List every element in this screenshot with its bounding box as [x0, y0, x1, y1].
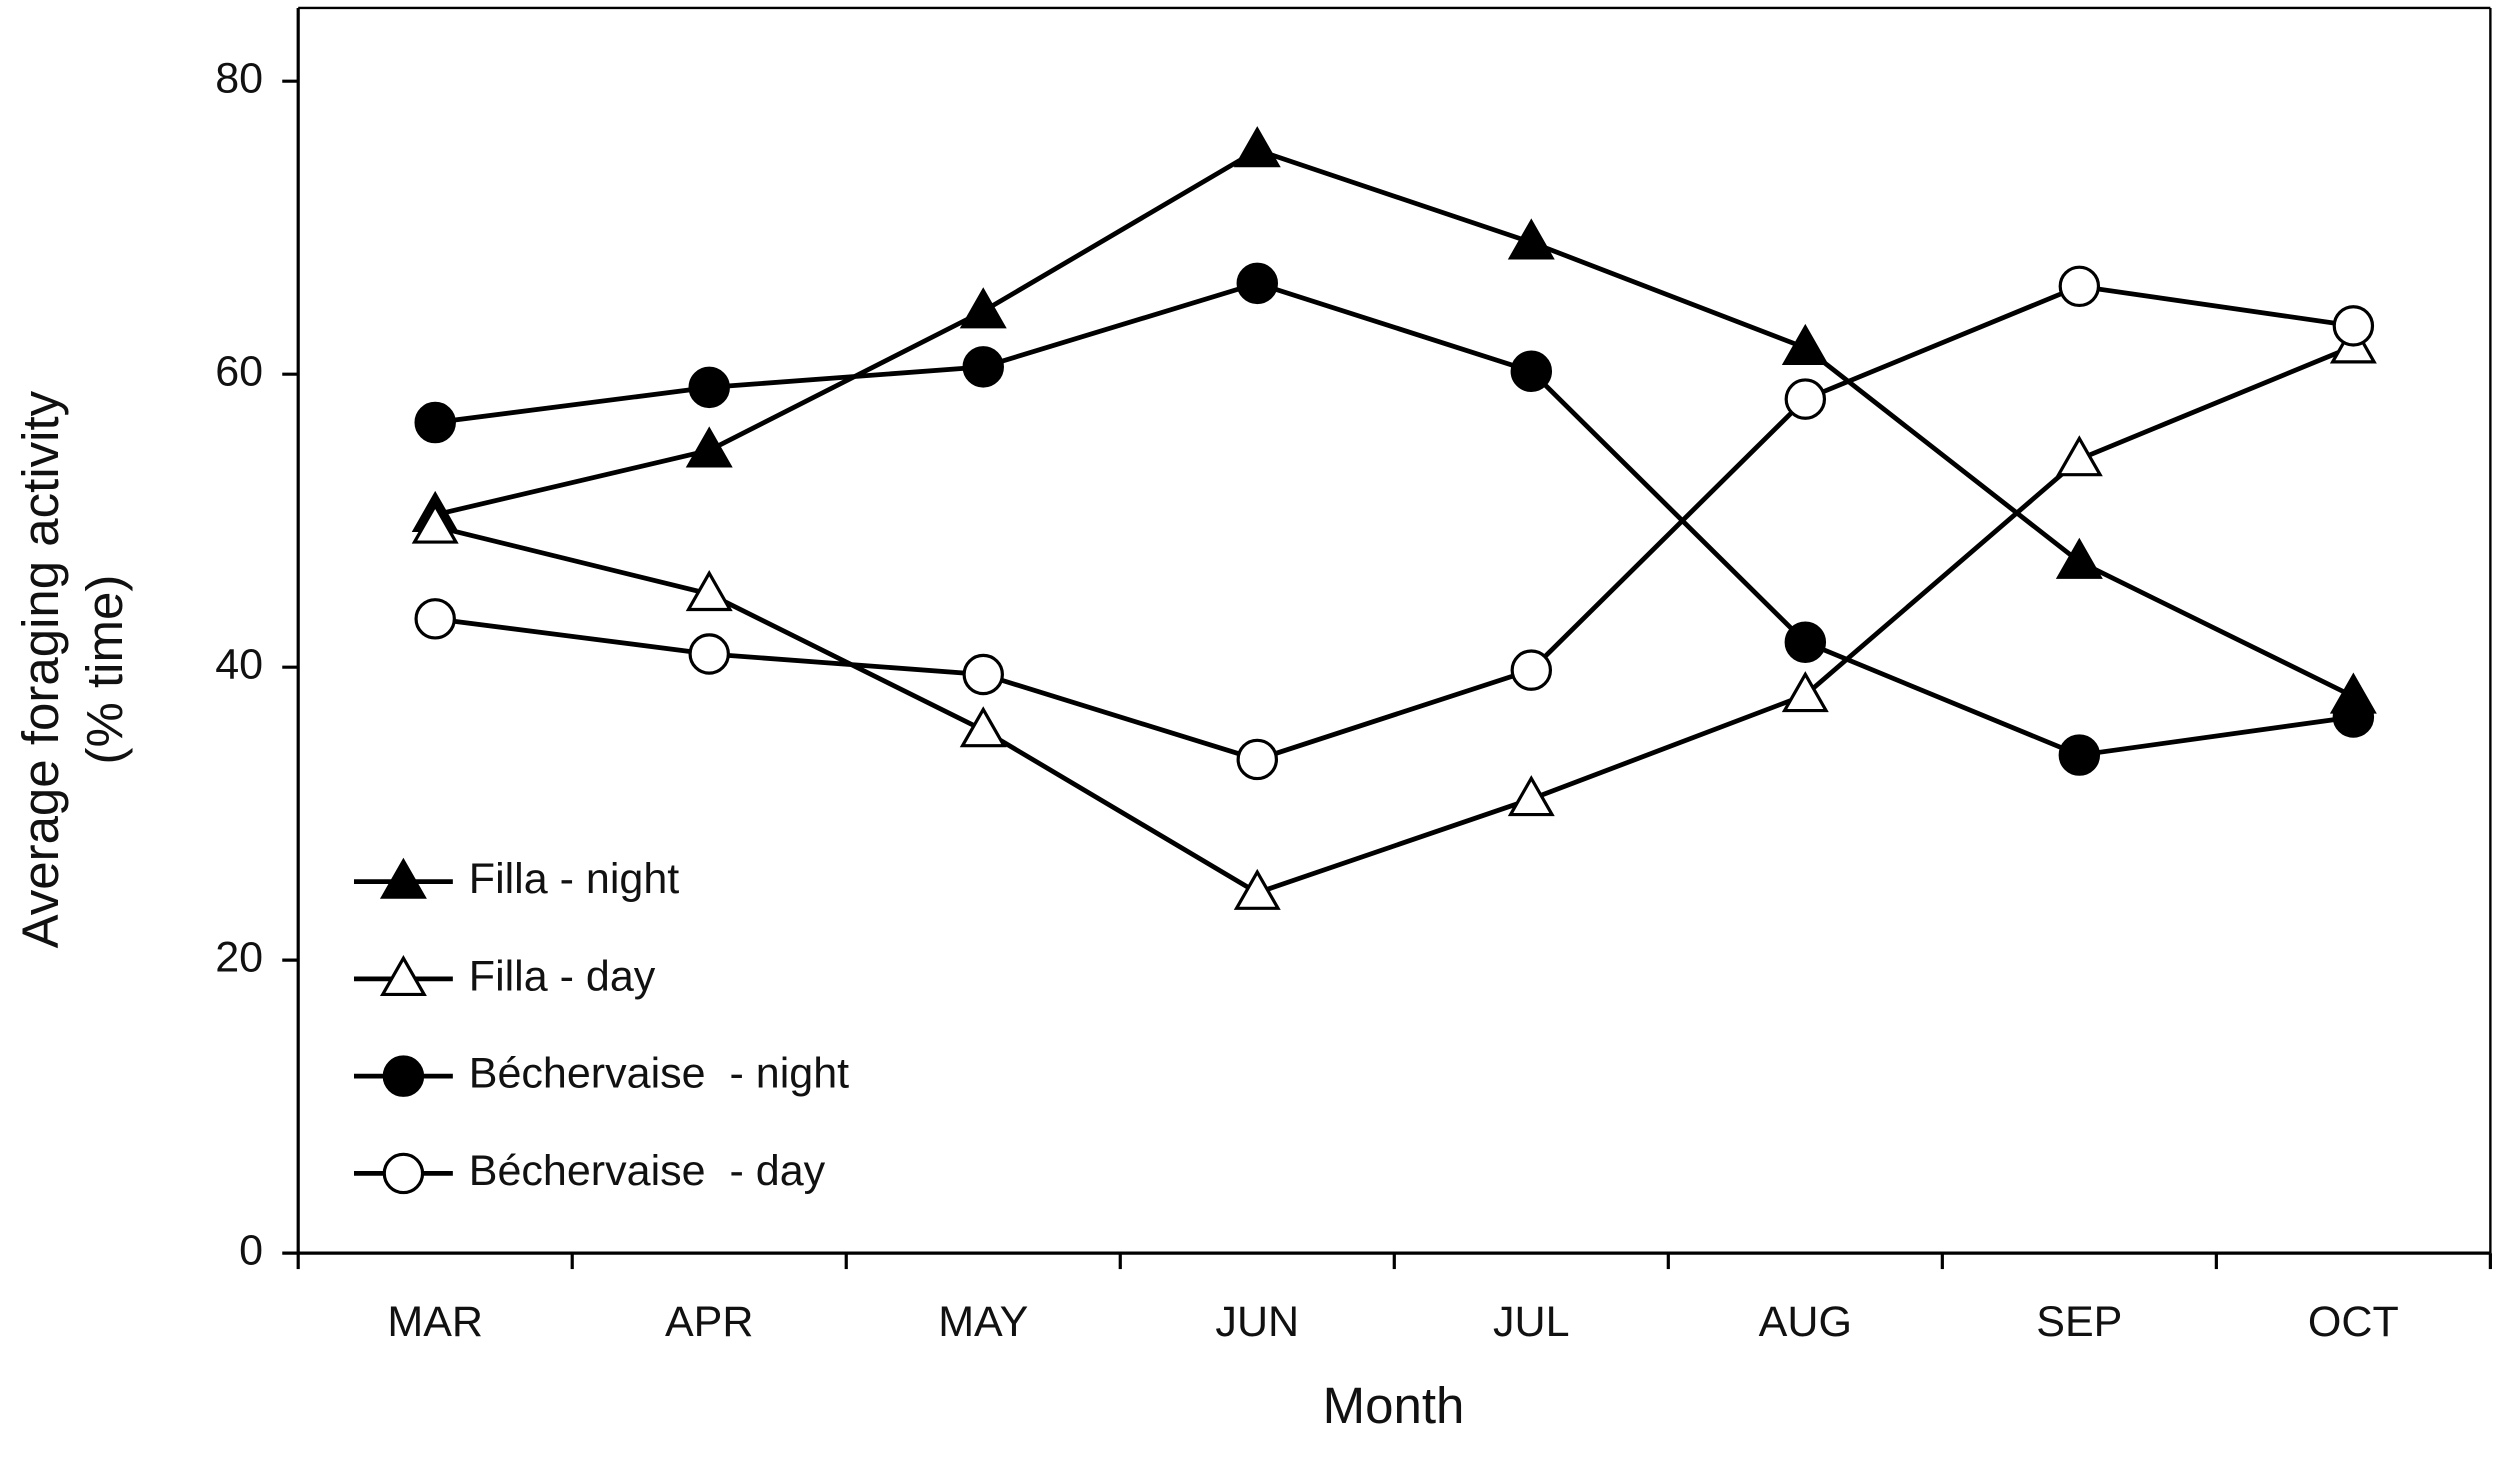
x-tick-label: JUL: [1493, 1298, 1570, 1346]
point: [414, 401, 456, 444]
x-tick-label: AUG: [1759, 1298, 1852, 1346]
point: [1781, 671, 1829, 713]
point: [1507, 218, 1555, 260]
series-line: [434, 147, 2355, 699]
series-line: [434, 280, 2354, 758]
legend-label: Béchervaise - night: [469, 1050, 849, 1098]
point: [962, 653, 1004, 696]
point: [1510, 649, 1553, 691]
y-tick-label: 20: [215, 934, 263, 982]
series-line: [434, 344, 2355, 896]
point: [1784, 621, 1827, 663]
x-axis-title: Month: [1323, 1377, 1465, 1434]
legend-marker: [379, 857, 427, 899]
point: [2332, 696, 2375, 738]
legend-marker: [379, 954, 427, 997]
point: [685, 426, 733, 468]
y-tick-label: 0: [239, 1227, 263, 1275]
point: [959, 287, 1007, 329]
legend-label: Béchervaise - day: [469, 1147, 826, 1195]
point: [1784, 378, 1827, 420]
point: [2055, 435, 2103, 477]
x-tick-label: MAY: [938, 1298, 1028, 1346]
y-tick-label: 60: [215, 348, 263, 396]
point: [2058, 734, 2101, 776]
point: [1233, 868, 1281, 910]
point: [1510, 350, 1553, 392]
point: [411, 502, 459, 544]
y-axis-title: Average foraging activity: [12, 390, 69, 948]
x-tick-label: OCT: [2308, 1298, 2399, 1346]
point: [1233, 126, 1281, 168]
legend-label: Filla - night: [469, 855, 679, 903]
point: [959, 706, 1007, 748]
point: [1507, 775, 1555, 817]
legend-marker: [382, 1055, 425, 1097]
point: [2332, 305, 2375, 347]
legend-label: Filla - day: [469, 952, 656, 1000]
x-tick-label: SEP: [2036, 1298, 2122, 1346]
legend-marker: [382, 1152, 425, 1195]
y-axis-title: (% time): [76, 575, 133, 765]
point: [688, 366, 730, 409]
point: [685, 569, 733, 612]
point: [1781, 323, 1829, 365]
point: [1236, 262, 1279, 305]
point: [2055, 537, 2103, 579]
x-tick-label: JUN: [1215, 1298, 1299, 1346]
x-tick-label: APR: [665, 1298, 753, 1346]
x-tick-label: MAR: [387, 1298, 483, 1346]
point: [2058, 265, 2101, 308]
point: [962, 346, 1004, 388]
y-tick-label: 40: [215, 641, 263, 689]
series-line: [434, 283, 2354, 762]
point: [688, 633, 730, 675]
y-tick-label: 80: [215, 55, 263, 103]
point: [1236, 738, 1279, 781]
point: [414, 598, 456, 640]
